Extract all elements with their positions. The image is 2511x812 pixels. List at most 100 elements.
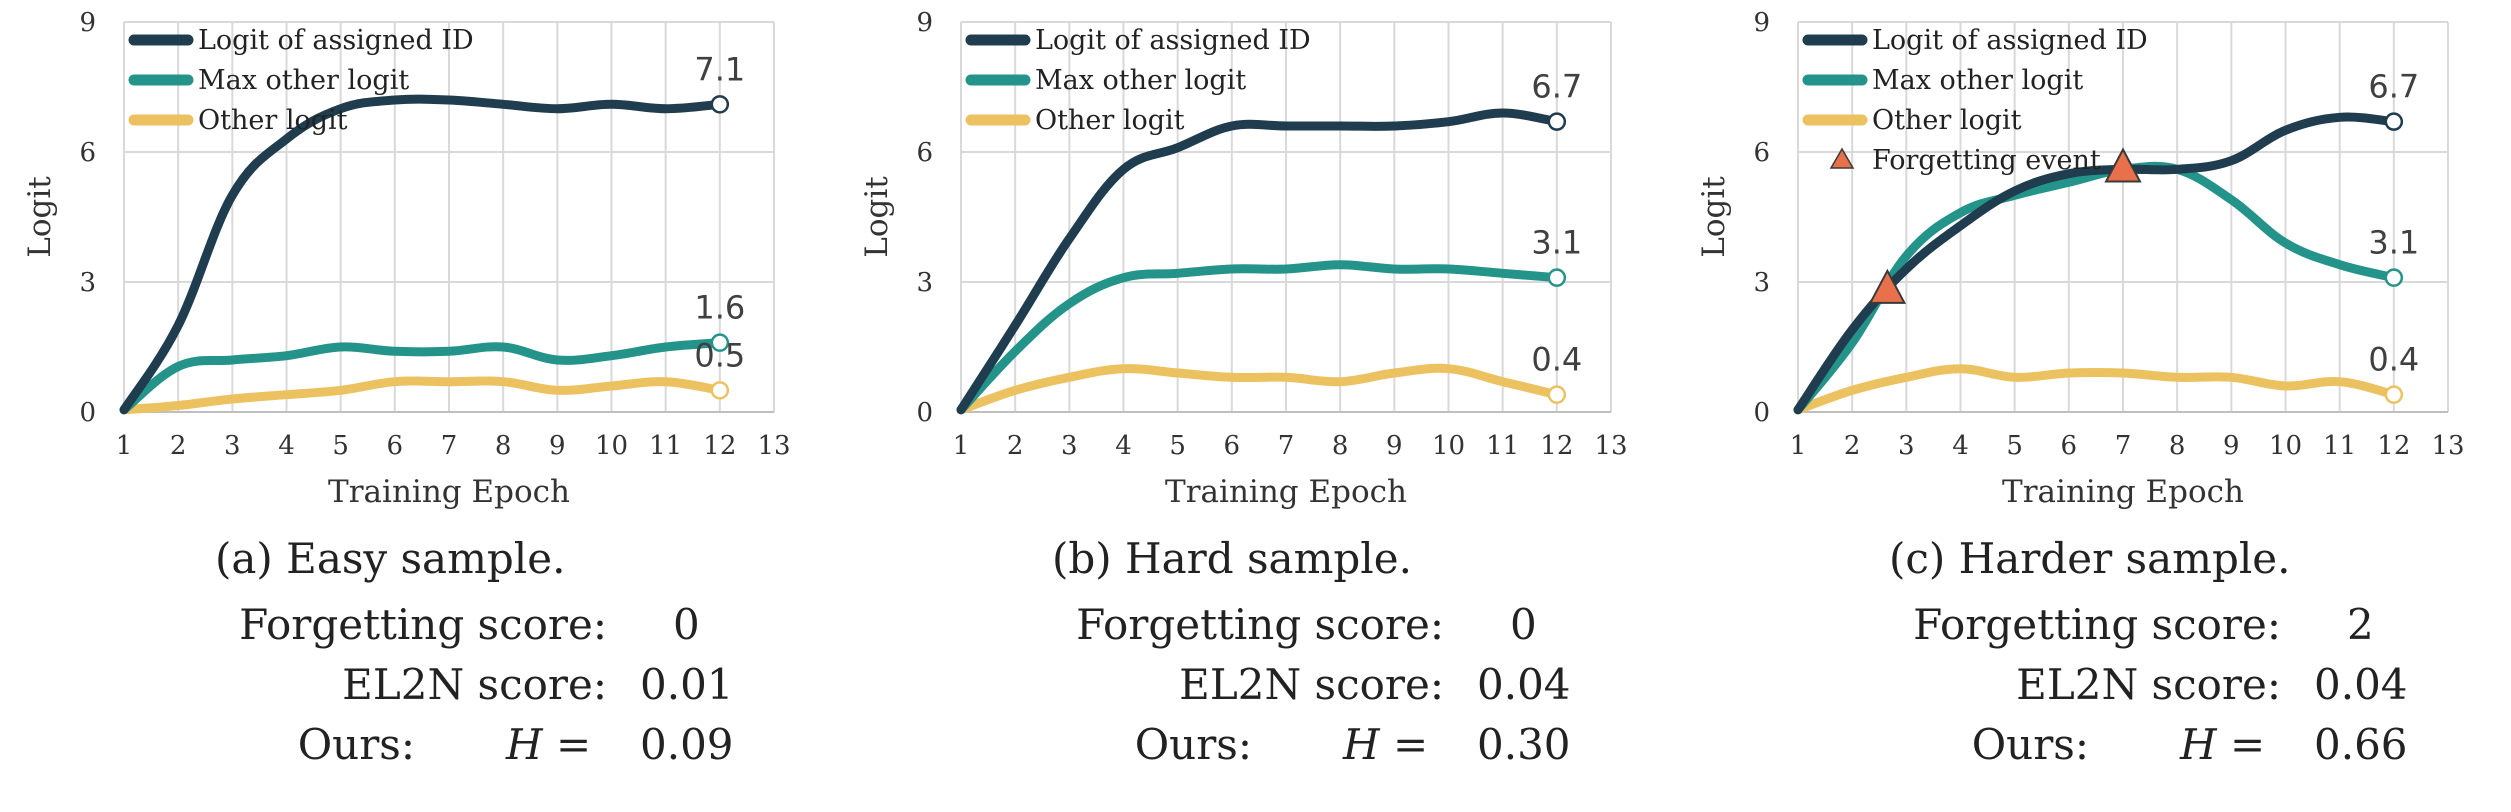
legend-label: Other logit bbox=[1035, 105, 1185, 136]
end-value-label: 0.5 bbox=[694, 336, 745, 374]
end-value-label: 3.1 bbox=[1531, 224, 1582, 262]
el2n-score-row: EL2N score: 0.04 bbox=[1674, 660, 2511, 710]
series-line-2 bbox=[1793, 364, 2399, 415]
x-tick-label: 13 bbox=[2431, 431, 2464, 461]
end-value-label: 0.4 bbox=[1531, 341, 1582, 379]
x-tick-label: 1 bbox=[953, 431, 970, 461]
end-value-label: 7.1 bbox=[694, 50, 745, 88]
ours-label: Ours: bbox=[297, 720, 415, 769]
ours-score-row: Ours: H = 0.30 bbox=[837, 720, 1674, 770]
x-tick-label: 10 bbox=[595, 431, 628, 461]
x-tick-label: 4 bbox=[1952, 431, 1969, 461]
series-line-1 bbox=[956, 260, 1562, 415]
el2n-score-value: 0.04 bbox=[1477, 660, 1571, 709]
caption-title: (b) Hard sample. bbox=[1052, 534, 1412, 583]
y-axis-label: Logit bbox=[1696, 176, 1732, 258]
x-tick-label: 4 bbox=[1115, 431, 1132, 461]
x-tick-label: 12 bbox=[703, 431, 736, 461]
forgetting-score-row: Forgetting score: 0 bbox=[0, 600, 837, 650]
x-tick-label: 3 bbox=[1061, 431, 1078, 461]
y-tick-label: 0 bbox=[79, 398, 96, 428]
forgetting-score-row: Forgetting score: 0 bbox=[837, 600, 1674, 650]
legend: Logit of assigned ID Max other logit Other… bbox=[965, 25, 1311, 136]
x-tick-label: 7 bbox=[1278, 431, 1295, 461]
caption-title: (c) Harder sample. bbox=[1889, 534, 2291, 583]
x-tick-label: 2 bbox=[1844, 431, 1861, 461]
x-tick-label: 4 bbox=[278, 431, 295, 461]
legend-label: Max other logit bbox=[198, 65, 409, 96]
el2n-score-row: EL2N score: 0.01 bbox=[0, 660, 837, 710]
x-tick-label: 12 bbox=[2377, 431, 2410, 461]
x-tick-label: 10 bbox=[1432, 431, 1465, 461]
y-tick-label: 6 bbox=[916, 138, 933, 168]
x-tick-label: 2 bbox=[1007, 431, 1024, 461]
legend-label: Logit of assigned ID bbox=[1035, 25, 1311, 56]
forgetting-score-value: 0 bbox=[673, 600, 700, 649]
series-end-marker bbox=[710, 333, 730, 352]
legend-label: Logit of assigned ID bbox=[198, 25, 474, 56]
series-end-marker bbox=[1547, 385, 1567, 404]
x-tick-label: 8 bbox=[2169, 431, 2186, 461]
el2n-score-row: EL2N score: 0.04 bbox=[837, 660, 1674, 710]
y-tick-label: 9 bbox=[916, 8, 933, 38]
legend-forgetting-marker bbox=[1829, 147, 1855, 169]
series-end-marker bbox=[1547, 112, 1567, 131]
x-tick-label: 2 bbox=[170, 431, 187, 461]
series-line-2 bbox=[956, 363, 1562, 415]
y-tick-label: 3 bbox=[916, 268, 933, 298]
legend-label: Max other logit bbox=[1872, 65, 2083, 96]
legend-label-forgetting-event: Forgetting event bbox=[1872, 145, 2101, 176]
x-tick-label: 9 bbox=[549, 431, 566, 461]
end-value-label: 6.7 bbox=[1531, 68, 1582, 106]
y-tick-label: 0 bbox=[916, 398, 933, 428]
x-tick-label: 1 bbox=[116, 431, 133, 461]
forgetting-event-marker bbox=[1868, 268, 1907, 304]
x-tick-label: 11 bbox=[2323, 431, 2356, 461]
el2n-score-label: EL2N score: bbox=[1179, 660, 1444, 709]
x-tick-label: 8 bbox=[1332, 431, 1349, 461]
series-line-0 bbox=[119, 94, 725, 415]
x-tick-label: 8 bbox=[495, 431, 512, 461]
y-tick-label: 6 bbox=[79, 138, 96, 168]
x-tick-label: 6 bbox=[387, 431, 404, 461]
forgetting-event-marker bbox=[2104, 147, 2142, 183]
y-tick-label: 9 bbox=[1753, 8, 1770, 38]
forgetting-score-label: Forgetting score: bbox=[239, 600, 607, 649]
ours-score-value: 0.66 bbox=[2314, 720, 2408, 769]
ours-score-value: 0.30 bbox=[1477, 720, 1571, 769]
legend-label: Logit of assigned ID bbox=[1872, 25, 2148, 56]
end-value-label: 0.4 bbox=[2368, 341, 2419, 379]
h-label: H = bbox=[2180, 720, 2266, 769]
legend: Logit of assigned ID Max other logit Other… bbox=[128, 25, 474, 136]
ours-score-value: 0.09 bbox=[640, 720, 734, 769]
x-tick-label: 3 bbox=[224, 431, 241, 461]
y-tick-label: 3 bbox=[1753, 268, 1770, 298]
x-tick-label: 11 bbox=[1486, 431, 1519, 461]
x-axis-label: Training Epoch bbox=[2002, 474, 2244, 510]
x-axis-label: Training Epoch bbox=[328, 474, 570, 510]
ours-score-row: Ours: H = 0.09 bbox=[0, 720, 837, 770]
series-end-marker bbox=[710, 95, 730, 114]
forgetting-score-value: 2 bbox=[2347, 600, 2374, 649]
forgetting-score-value: 0 bbox=[1510, 600, 1537, 649]
legend-label: Max other logit bbox=[1035, 65, 1246, 96]
x-tick-label: 9 bbox=[2223, 431, 2240, 461]
series-end-marker bbox=[2384, 112, 2404, 131]
el2n-score-value: 0.04 bbox=[2314, 660, 2408, 709]
caption-title: (a) Easy sample. bbox=[215, 534, 566, 583]
series-end-marker bbox=[1547, 268, 1567, 287]
legend-label: Other logit bbox=[198, 105, 348, 136]
forgetting-score-row: Forgetting score: 2 bbox=[1674, 600, 2511, 650]
y-tick-label: 0 bbox=[1753, 398, 1770, 428]
x-tick-label: 11 bbox=[649, 431, 682, 461]
series-end-marker bbox=[2384, 268, 2404, 287]
ours-label: Ours: bbox=[1971, 720, 2089, 769]
x-tick-label: 6 bbox=[1224, 431, 1241, 461]
x-tick-label: 5 bbox=[2006, 431, 2023, 461]
y-tick-label: 6 bbox=[1753, 138, 1770, 168]
x-tick-label: 12 bbox=[1540, 431, 1573, 461]
el2n-score-label: EL2N score: bbox=[342, 660, 607, 709]
